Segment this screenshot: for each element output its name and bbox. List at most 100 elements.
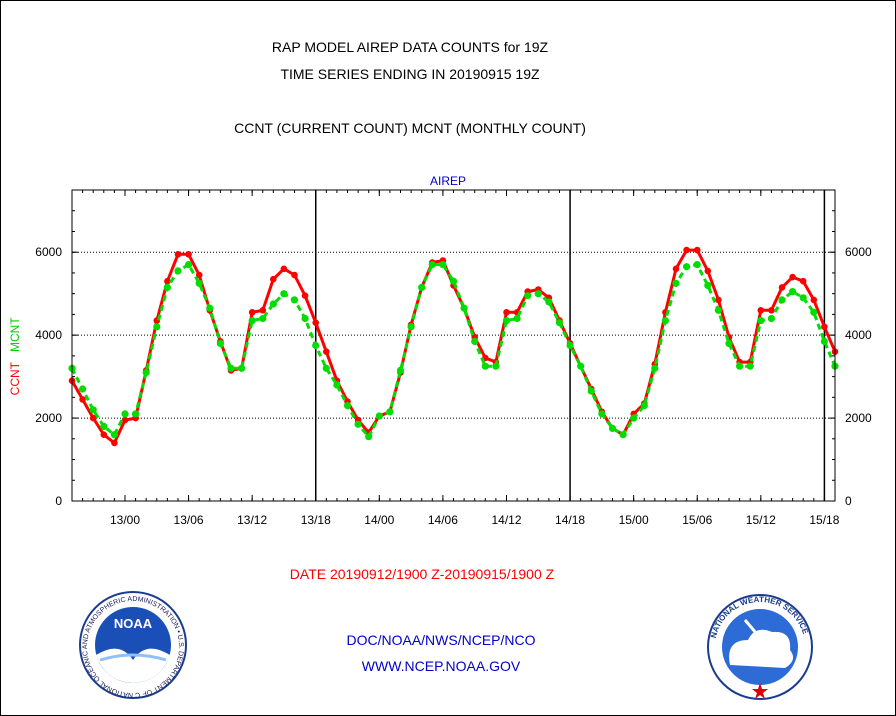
- data-point-mcnt: [121, 410, 129, 418]
- data-point-mcnt: [216, 339, 224, 347]
- nws-logo: NATIONAL WEATHER SERVICE: [707, 594, 813, 700]
- data-point-mcnt: [301, 314, 309, 323]
- website-link[interactable]: WWW.NCEP.NOAA.GOV: [362, 658, 521, 674]
- data-point-mcnt: [810, 308, 818, 316]
- nws-star-icon: [752, 683, 768, 699]
- data-point-mcnt: [608, 424, 617, 432]
- data-point-mcnt: [736, 362, 744, 370]
- data-point-mcnt: [269, 300, 277, 308]
- chart-title: AIREP: [430, 174, 466, 188]
- data-point-ccnt: [704, 267, 712, 275]
- data-point-mcnt: [820, 337, 829, 345]
- svg-text:NATIONAL OCEANIC AND ATMOSPHER: NATIONAL OCEANIC AND ATMOSPHERIC ADMINIS…: [0, 0, 184, 698]
- data-point-mcnt: [524, 292, 532, 300]
- y-tick-label-right: 2000: [845, 411, 872, 425]
- data-point-ccnt: [778, 284, 786, 291]
- data-point-mcnt: [238, 364, 246, 372]
- data-point-ccnt: [810, 296, 818, 304]
- data-point-mcnt: [365, 433, 373, 441]
- data-point-ccnt: [693, 246, 701, 254]
- data-point-mcnt: [418, 283, 426, 291]
- data-point-mcnt: [513, 314, 521, 323]
- data-point-mcnt: [492, 362, 500, 370]
- x-tick-label: 14/06: [428, 513, 458, 527]
- data-point-mcnt: [693, 261, 701, 269]
- y-tick-label-right: 0: [845, 494, 852, 508]
- x-tick-label: 15/06: [682, 513, 712, 527]
- data-point-ccnt: [672, 265, 680, 273]
- data-point-mcnt: [757, 317, 765, 325]
- data-point-mcnt: [195, 279, 203, 287]
- series-line-mcnt: [70, 263, 837, 439]
- data-point-mcnt: [354, 420, 362, 428]
- data-point-mcnt: [555, 319, 564, 327]
- data-point-mcnt: [290, 296, 299, 304]
- data-point-ccnt: [195, 271, 203, 279]
- data-point-mcnt: [789, 288, 797, 296]
- data-point-mcnt: [89, 406, 97, 414]
- data-point-ccnt: [301, 292, 309, 300]
- data-point-mcnt: [449, 277, 458, 285]
- x-tick-label: 14/12: [491, 513, 521, 527]
- data-point-mcnt: [142, 368, 150, 377]
- y-tick-label-left: 0: [55, 494, 62, 508]
- data-point-ccnt: [185, 251, 192, 258]
- y-tick-label-left: 6000: [35, 245, 62, 259]
- x-tick-label: 15/12: [746, 513, 776, 527]
- data-point-mcnt: [502, 317, 511, 325]
- noaa-logo: NOAA NATIONAL OCEANIC AND ATMOSPHERIC AD…: [0, 0, 187, 699]
- x-tick-label: 14/00: [364, 513, 394, 527]
- y-tick-label-left: 4000: [35, 328, 62, 342]
- data-point-mcnt: [259, 314, 267, 323]
- data-point-mcnt: [439, 261, 447, 269]
- data-point-ccnt: [715, 296, 722, 304]
- date-range-label: DATE 20190912/1900 Z-20190915/1900 Z: [290, 566, 555, 582]
- data-point-ccnt: [248, 309, 256, 316]
- data-point-mcnt: [280, 290, 288, 298]
- agency-label: DOC/NOAA/NWS/NCEP/NCO: [346, 632, 535, 648]
- data-point-mcnt: [386, 408, 394, 416]
- y-tick-label-right: 6000: [845, 245, 872, 259]
- data-point-ccnt: [789, 273, 796, 281]
- data-point-mcnt: [598, 410, 606, 418]
- data-point-ccnt: [799, 277, 807, 285]
- data-point-mcnt: [407, 323, 415, 331]
- y-tick-label-left: 2000: [35, 411, 62, 425]
- data-point-mcnt: [778, 296, 786, 304]
- data-point-mcnt: [460, 304, 468, 312]
- data-point-ccnt: [757, 307, 765, 314]
- data-point-mcnt: [375, 412, 383, 420]
- data-point-mcnt: [343, 402, 352, 410]
- data-point-mcnt: [322, 364, 330, 372]
- data-point-mcnt: [100, 422, 108, 430]
- plot-grid: [72, 190, 835, 501]
- data-point-mcnt: [545, 298, 553, 306]
- plot-ticks: 13/00 13/06 13/12 13/18 14/00 14/06 14/12 14/18…: [35, 190, 872, 527]
- data-point-mcnt: [534, 290, 542, 298]
- y-axis-label-mcnt: MCNT: [8, 317, 22, 352]
- data-point-ccnt: [111, 439, 118, 447]
- data-point-mcnt: [640, 402, 648, 410]
- data-point-mcnt: [767, 314, 776, 323]
- data-point-ccnt: [100, 431, 108, 439]
- data-point-mcnt: [619, 431, 627, 439]
- noaa-logo-ring-text: NATIONAL OCEANIC AND ATMOSPHERIC ADMINIS…: [0, 0, 184, 698]
- x-tick-label: 13/18: [301, 513, 331, 527]
- x-tick-label: 15/00: [619, 513, 649, 527]
- data-point-ccnt: [270, 275, 277, 283]
- data-point-mcnt: [185, 261, 193, 269]
- data-point-mcnt: [577, 362, 585, 370]
- data-point-mcnt: [174, 267, 182, 275]
- data-point-mcnt: [471, 337, 479, 345]
- data-point-mcnt: [132, 410, 140, 418]
- data-point-mcnt: [206, 304, 214, 312]
- data-point-mcnt: [661, 317, 670, 325]
- data-point-ccnt: [280, 265, 288, 273]
- plot-border: [71, 189, 836, 502]
- data-point-mcnt: [248, 317, 256, 325]
- header-title-line-3: CCNT (CURRENT COUNT) MCNT (MONTHLY COUNT…: [234, 120, 586, 136]
- noaa-logo-label: NOAA: [114, 616, 153, 631]
- x-tick-label: 14/18: [555, 513, 585, 527]
- header-title-line-2: TIME SERIES ENDING IN 20190915 19Z: [280, 66, 540, 82]
- x-tick-label: 13/00: [110, 513, 140, 527]
